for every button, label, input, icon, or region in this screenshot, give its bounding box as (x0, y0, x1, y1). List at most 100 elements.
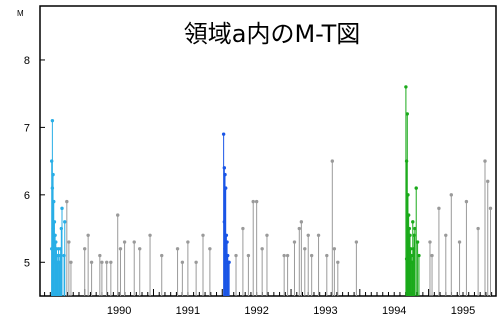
stem-point (444, 233, 448, 238)
stem-point (251, 199, 255, 204)
stem-point (404, 85, 408, 89)
stem-point (246, 253, 251, 258)
stem-point (234, 253, 238, 258)
stem-point (67, 240, 71, 244)
stem-point (437, 206, 441, 211)
stem-point (160, 253, 164, 258)
stem-point (303, 247, 307, 251)
stem-point (54, 240, 58, 244)
stem-point (406, 240, 410, 244)
chart-title: 領域a内のM-T図 (184, 20, 361, 48)
stem-point (336, 260, 340, 264)
stem-point (109, 260, 113, 264)
stem-point (428, 240, 432, 244)
stem-point (406, 193, 410, 197)
stem-point (186, 240, 190, 244)
stem-point (52, 260, 56, 264)
stem-point (414, 186, 418, 190)
stem-point (52, 199, 56, 204)
stem-point (89, 260, 94, 264)
stem-point (408, 233, 412, 238)
stem-point (476, 226, 480, 231)
stem-point (430, 253, 434, 258)
x-tick-label: 1994 (382, 305, 406, 317)
y-axis-label: M (17, 9, 24, 18)
stem-point (55, 253, 59, 258)
x-tick-label: 1991 (176, 305, 200, 317)
stem-point (449, 193, 453, 197)
stem-point (194, 260, 198, 264)
stem-point (63, 220, 67, 224)
stem-point (404, 159, 409, 163)
stem-point (50, 186, 55, 190)
stem-point (316, 233, 321, 238)
stem-point (309, 253, 314, 258)
stem-point (86, 233, 90, 238)
stem-point (59, 226, 64, 231)
stem-point (224, 260, 228, 264)
stem-point (222, 166, 227, 170)
stem-point (407, 226, 412, 231)
plot-frame (39, 5, 497, 297)
stem-point (49, 247, 54, 251)
stem-point (354, 240, 359, 244)
stem-point (52, 220, 57, 224)
y-tick-label: 7 (24, 122, 30, 134)
stem-point (415, 240, 420, 244)
stem-point (223, 247, 227, 251)
stem-point (254, 199, 259, 204)
stem-point (330, 159, 335, 163)
stem-marks (49, 85, 493, 296)
stem-point (49, 159, 54, 163)
stem-point (457, 240, 462, 244)
stem-point (224, 233, 229, 238)
stem-point (260, 247, 264, 251)
y-axis: 5 6 7 8 (24, 55, 45, 269)
stem-point (224, 186, 228, 190)
stem-point (411, 220, 415, 224)
stem-point (69, 260, 73, 264)
stem-point (332, 247, 337, 251)
stem-point (98, 253, 102, 258)
stem-point (406, 213, 411, 217)
stem-point (413, 226, 417, 231)
stem-point (241, 226, 245, 231)
stem-point (180, 260, 185, 264)
stem-point (297, 226, 301, 231)
x-tick-label: 1993 (313, 305, 337, 317)
stem-point (407, 260, 412, 264)
stem-point (404, 257, 409, 261)
stem-point (409, 253, 414, 258)
stem-point (405, 112, 409, 116)
stem-point (51, 226, 55, 231)
stem-point (100, 260, 104, 264)
stem-point (83, 247, 87, 251)
x-axis: 1990 1991 1992 1993 1994 1995 (44, 289, 493, 317)
stem-point (50, 118, 55, 123)
stem-point (62, 253, 66, 258)
y-tick-label: 6 (24, 190, 30, 202)
stem-point (412, 233, 416, 238)
stem-point (122, 240, 127, 244)
x-tick-label: 1992 (244, 305, 268, 317)
stem-point (222, 220, 227, 224)
stem-point (306, 233, 310, 238)
stem-point (282, 253, 286, 258)
stem-point (51, 172, 55, 177)
stem-point (417, 253, 421, 258)
stem-point (227, 260, 231, 264)
stem-point (483, 159, 487, 163)
stem-point (299, 220, 304, 224)
stem-point (148, 233, 152, 238)
stem-point (60, 206, 64, 211)
stem-point (285, 253, 290, 258)
stem-point (226, 253, 230, 258)
x-tick-label: 1995 (451, 305, 475, 317)
stem-point (409, 247, 413, 251)
stem-point (488, 206, 493, 211)
stem-point (221, 132, 226, 136)
stem-point (118, 247, 123, 251)
stem-point (116, 213, 120, 217)
stem-point (464, 199, 469, 204)
